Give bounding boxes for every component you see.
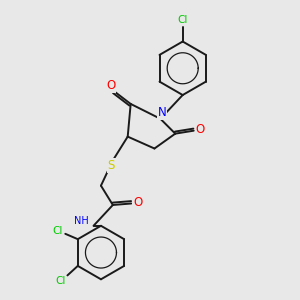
Text: Cl: Cl — [178, 15, 188, 25]
Text: O: O — [106, 79, 116, 92]
Text: O: O — [196, 123, 205, 136]
Text: N: N — [158, 106, 166, 119]
Text: O: O — [133, 196, 142, 208]
Text: NH: NH — [74, 216, 89, 226]
Text: S: S — [108, 159, 115, 172]
Text: Cl: Cl — [52, 226, 63, 236]
Text: Cl: Cl — [56, 276, 66, 286]
